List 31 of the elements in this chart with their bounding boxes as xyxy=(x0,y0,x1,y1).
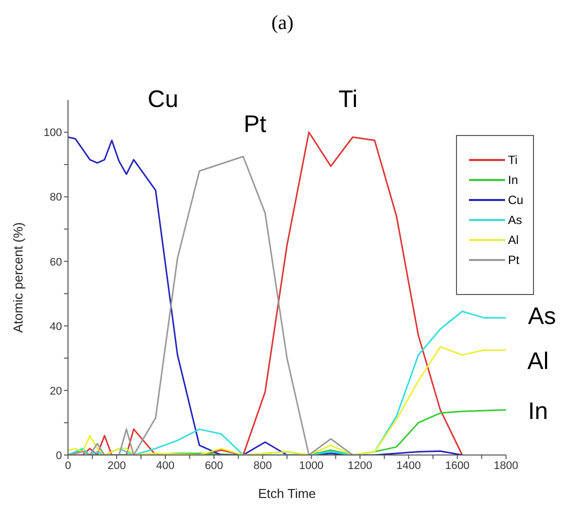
text: As xyxy=(528,303,556,331)
x-tick-label: 1400 xyxy=(396,460,421,472)
x-tick-label: 1000 xyxy=(299,460,324,472)
x-tick-label: 800 xyxy=(253,460,272,472)
annotation: Cu xyxy=(148,86,178,114)
y-tick-label: 0 xyxy=(56,450,62,462)
legend-label: As xyxy=(508,213,522,227)
legend-label: In xyxy=(508,173,518,187)
legend-label: Ti xyxy=(508,153,518,167)
y-axis-title: Atomic percent (%) xyxy=(10,222,26,333)
x-tick-label: 600 xyxy=(204,460,224,472)
x-tick-label: 1200 xyxy=(348,460,372,472)
chart-title: (a) xyxy=(270,11,295,36)
x-tick-label: 0 xyxy=(64,460,72,472)
text: In xyxy=(528,398,548,426)
legend-label: Pt xyxy=(508,253,520,267)
x-tick-label: 200 xyxy=(107,460,126,472)
x-tick-label: 400 xyxy=(156,460,175,472)
y-tick-label: 20 xyxy=(50,385,62,398)
y-tick-label: 80 xyxy=(50,192,62,204)
y-tick-label: 100 xyxy=(44,127,62,140)
annotation: Pt xyxy=(244,111,266,139)
x-tick-label: 1800 xyxy=(494,460,518,472)
annotation: Ti xyxy=(338,86,358,114)
x-axis-title: Etch Time xyxy=(258,486,316,501)
legend-label: Cu xyxy=(508,193,524,207)
text: Al xyxy=(527,348,549,376)
y-tick-label: 40 xyxy=(50,320,62,333)
legend-label: Al xyxy=(508,233,519,247)
y-tick-label: 60 xyxy=(50,256,62,268)
x-tick-label: 1600 xyxy=(445,460,470,472)
